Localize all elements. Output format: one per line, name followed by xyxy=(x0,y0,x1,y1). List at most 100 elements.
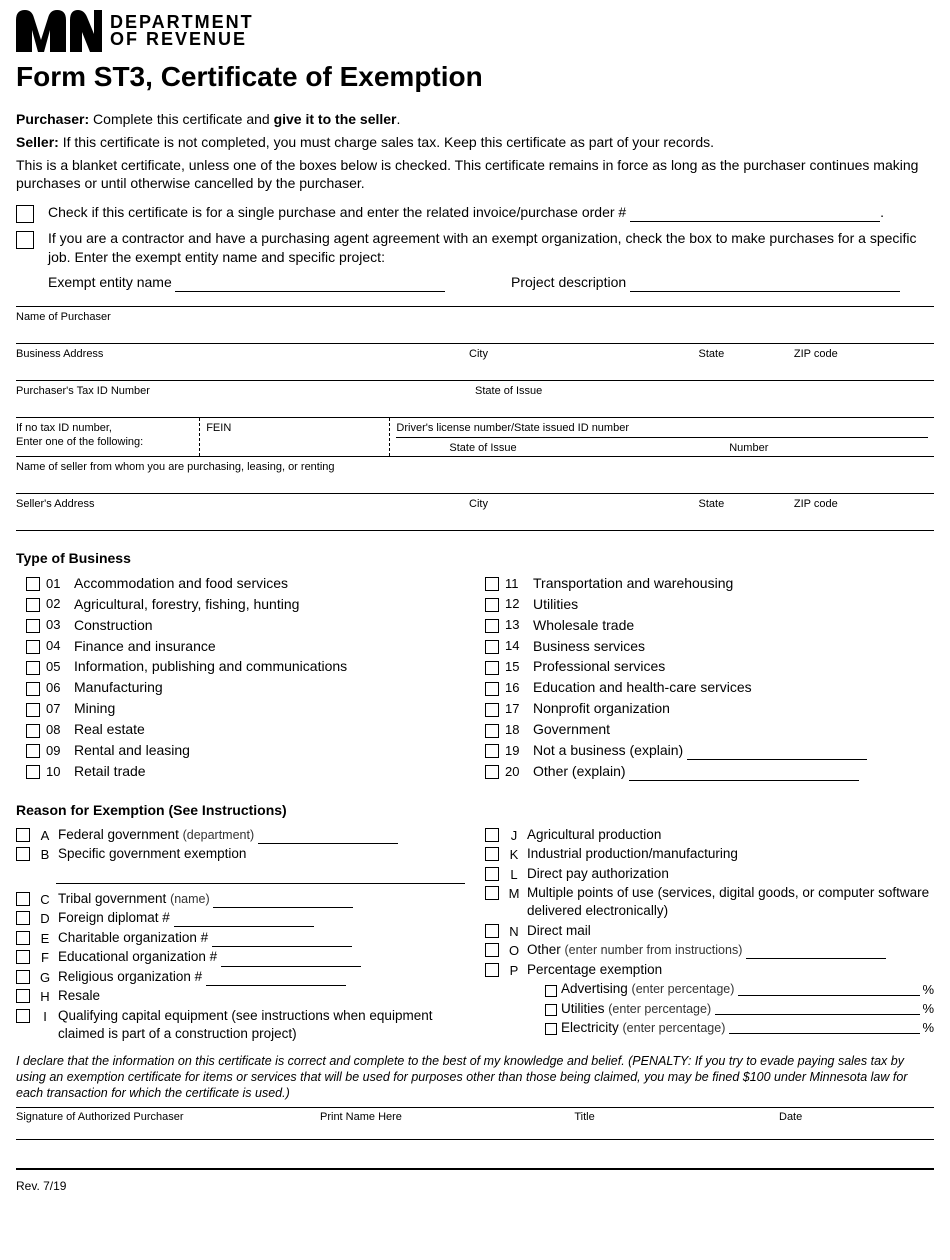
print-name-field[interactable]: Print Name Here xyxy=(320,1108,574,1139)
title-field[interactable]: Title xyxy=(574,1108,779,1139)
reason-checkbox-L[interactable] xyxy=(485,867,499,881)
reason-checkbox-B[interactable] xyxy=(16,847,30,861)
city-field[interactable]: City xyxy=(469,344,699,380)
reason-checkbox-H[interactable] xyxy=(16,989,30,1003)
tax-id-label: Purchaser's Tax ID Number xyxy=(16,384,469,399)
business-checkbox-12[interactable] xyxy=(485,598,499,612)
business-item-08: 08Real estate xyxy=(16,720,475,739)
reason-checkbox-G[interactable] xyxy=(16,970,30,984)
single-purchase-checkbox[interactable] xyxy=(16,205,34,223)
dl-number-field[interactable]: Number xyxy=(576,438,928,456)
business-num: 04 xyxy=(46,637,74,655)
business-checkbox-02[interactable] xyxy=(26,598,40,612)
business-label: Construction xyxy=(74,616,153,635)
business-checkbox-19[interactable] xyxy=(485,744,499,758)
state-field[interactable]: State xyxy=(699,344,794,380)
reason-item-I: IQualifying capital equipment (see instr… xyxy=(16,1007,465,1043)
state-issue-field[interactable]: State of Issue xyxy=(475,381,934,417)
reason-checkbox-D[interactable] xyxy=(16,911,30,925)
reason-checkbox-O[interactable] xyxy=(485,943,499,957)
seller-name-field[interactable]: Name of seller from whom you are purchas… xyxy=(16,457,934,493)
business-label: Retail trade xyxy=(74,762,146,781)
seller-zip-field[interactable]: ZIP code xyxy=(794,494,934,530)
name-purchaser-field[interactable]: Name of Purchaser xyxy=(16,307,934,343)
reason-label: Federal government (department) xyxy=(58,826,465,844)
reason-checkbox-A[interactable] xyxy=(16,828,30,842)
reason-checkbox-K[interactable] xyxy=(485,847,499,861)
reason-checkbox-J[interactable] xyxy=(485,828,499,842)
pct-field[interactable] xyxy=(715,1002,920,1015)
purchaser-text: Complete this certificate and xyxy=(89,111,273,127)
reason-checkbox-N[interactable] xyxy=(485,924,499,938)
sig-purchaser-field[interactable]: Signature of Authorized Purchaser xyxy=(16,1108,320,1139)
reason-checkbox-P[interactable] xyxy=(485,963,499,977)
pct-checkbox[interactable] xyxy=(545,985,557,997)
business-checkbox-16[interactable] xyxy=(485,682,499,696)
business-explain-field[interactable] xyxy=(687,747,867,760)
business-checkbox-18[interactable] xyxy=(485,724,499,738)
tax-id-field[interactable]: Purchaser's Tax ID Number xyxy=(16,381,475,417)
seller-city-field[interactable]: City xyxy=(469,494,699,530)
business-explain-field[interactable] xyxy=(629,768,859,781)
pct-label: Utilities (enter percentage) xyxy=(561,1000,711,1018)
entity-name-field[interactable] xyxy=(175,278,445,292)
reason-checkbox-M[interactable] xyxy=(485,886,499,900)
seller-address-field[interactable]: Seller's Address xyxy=(16,494,469,530)
contractor-checkbox[interactable] xyxy=(16,231,34,249)
pct-percent-icon: % xyxy=(922,981,934,999)
dl-label: Driver's license number/State issued ID … xyxy=(396,421,928,436)
date-field[interactable]: Date xyxy=(779,1108,934,1139)
contractor-text: If you are a contractor and have a purch… xyxy=(48,229,934,267)
reason-b-extra-line[interactable] xyxy=(56,866,465,884)
reason-item-A: AFederal government (department) xyxy=(16,826,465,845)
business-checkbox-05[interactable] xyxy=(26,661,40,675)
business-checkbox-08[interactable] xyxy=(26,724,40,738)
business-label: Real estate xyxy=(74,720,145,739)
business-checkbox-09[interactable] xyxy=(26,744,40,758)
pct-field[interactable] xyxy=(729,1021,920,1034)
reason-checkbox-I[interactable] xyxy=(16,1009,30,1023)
reason-fill-field[interactable] xyxy=(258,831,398,844)
business-item-09: 09Rental and leasing xyxy=(16,741,475,760)
business-address-field[interactable]: Business Address xyxy=(16,344,469,380)
business-checkbox-20[interactable] xyxy=(485,765,499,779)
business-checkbox-07[interactable] xyxy=(26,703,40,717)
business-checkbox-13[interactable] xyxy=(485,619,499,633)
reason-checkbox-F[interactable] xyxy=(16,950,30,964)
pct-checkbox[interactable] xyxy=(545,1004,557,1016)
business-checkbox-06[interactable] xyxy=(26,682,40,696)
business-num: 14 xyxy=(505,637,533,655)
business-checkbox-04[interactable] xyxy=(26,640,40,654)
business-checkbox-17[interactable] xyxy=(485,703,499,717)
business-checkbox-10[interactable] xyxy=(26,765,40,779)
business-item-03: 03Construction xyxy=(16,616,475,635)
no-tax-l1: If no tax ID number, xyxy=(16,421,193,436)
business-checkbox-03[interactable] xyxy=(26,619,40,633)
project-desc-field[interactable] xyxy=(630,278,900,292)
business-checkbox-01[interactable] xyxy=(26,577,40,591)
pct-field[interactable] xyxy=(738,983,920,996)
reason-fill-field[interactable] xyxy=(213,895,353,908)
reason-letter: J xyxy=(505,827,523,845)
pct-checkbox[interactable] xyxy=(545,1023,557,1035)
reason-fill-field[interactable] xyxy=(174,914,314,927)
sig2-label: Print Name Here xyxy=(320,1111,402,1123)
business-item-18: 18Government xyxy=(475,720,934,739)
business-label: Finance and insurance xyxy=(74,637,216,656)
reason-checkbox-E[interactable] xyxy=(16,931,30,945)
reason-fill-field[interactable] xyxy=(221,954,361,967)
business-item-17: 17Nonprofit organization xyxy=(475,699,934,718)
business-checkbox-14[interactable] xyxy=(485,640,499,654)
business-num: 07 xyxy=(46,700,74,718)
dl-state-field[interactable]: State of Issue xyxy=(396,438,575,456)
reason-fill-field[interactable] xyxy=(206,973,346,986)
zip-field[interactable]: ZIP code xyxy=(794,344,934,380)
business-checkbox-15[interactable] xyxy=(485,661,499,675)
invoice-number-field[interactable] xyxy=(630,208,880,222)
fein-field[interactable]: FEIN xyxy=(200,418,390,457)
reason-checkbox-C[interactable] xyxy=(16,892,30,906)
business-checkbox-11[interactable] xyxy=(485,577,499,591)
reason-fill-field[interactable] xyxy=(746,946,886,959)
reason-fill-field[interactable] xyxy=(212,934,352,947)
seller-state-field[interactable]: State xyxy=(699,494,794,530)
